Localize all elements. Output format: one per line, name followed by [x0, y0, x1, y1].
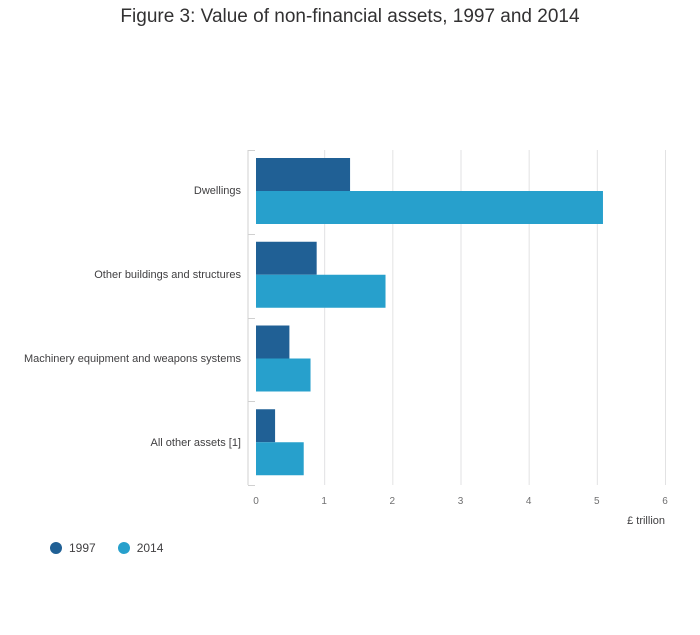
- legend-marker-2014: [117, 542, 130, 554]
- x-tick-label-0: 0: [253, 496, 259, 507]
- legend: 1997 2014: [50, 541, 185, 555]
- x-axis-unit-label: £ trillion: [627, 515, 665, 527]
- legend-item-2014[interactable]: 2014: [117, 541, 164, 555]
- bar-1997-3: [256, 409, 276, 443]
- category-label-3: All other assets [1]: [150, 436, 242, 449]
- x-tick-label-1: 1: [321, 496, 327, 507]
- bar-2014-0: [256, 191, 603, 224]
- bar-1997-1: [256, 241, 317, 275]
- x-tick-label-3: 3: [457, 496, 464, 507]
- x-tick-label-6: 6: [662, 496, 668, 507]
- bar-1997-2: [256, 325, 290, 359]
- bar-1997-0: [256, 158, 351, 191]
- bar-2014-3: [256, 442, 304, 476]
- category-label-0: Dwellings: [193, 185, 241, 198]
- x-tick-label-4: 4: [525, 496, 532, 507]
- x-tick-label-2: 2: [389, 496, 396, 507]
- category-label-2: Machinery equipment and weapons systems: [23, 352, 241, 365]
- x-tick-label-5: 5: [594, 496, 600, 507]
- legend-label-2014: 2014: [136, 541, 164, 555]
- category-label-1: Other buildings and structures: [94, 269, 241, 282]
- legend-item-1997[interactable]: 1997: [50, 541, 96, 555]
- legend-marker-1997: [50, 542, 62, 554]
- bar-2014-2: [256, 358, 311, 392]
- chart-title: Figure 3: Value of non-financial assets,…: [120, 6, 580, 27]
- legend-label-1997: 1997: [69, 541, 96, 555]
- bar-2014-1: [256, 274, 386, 308]
